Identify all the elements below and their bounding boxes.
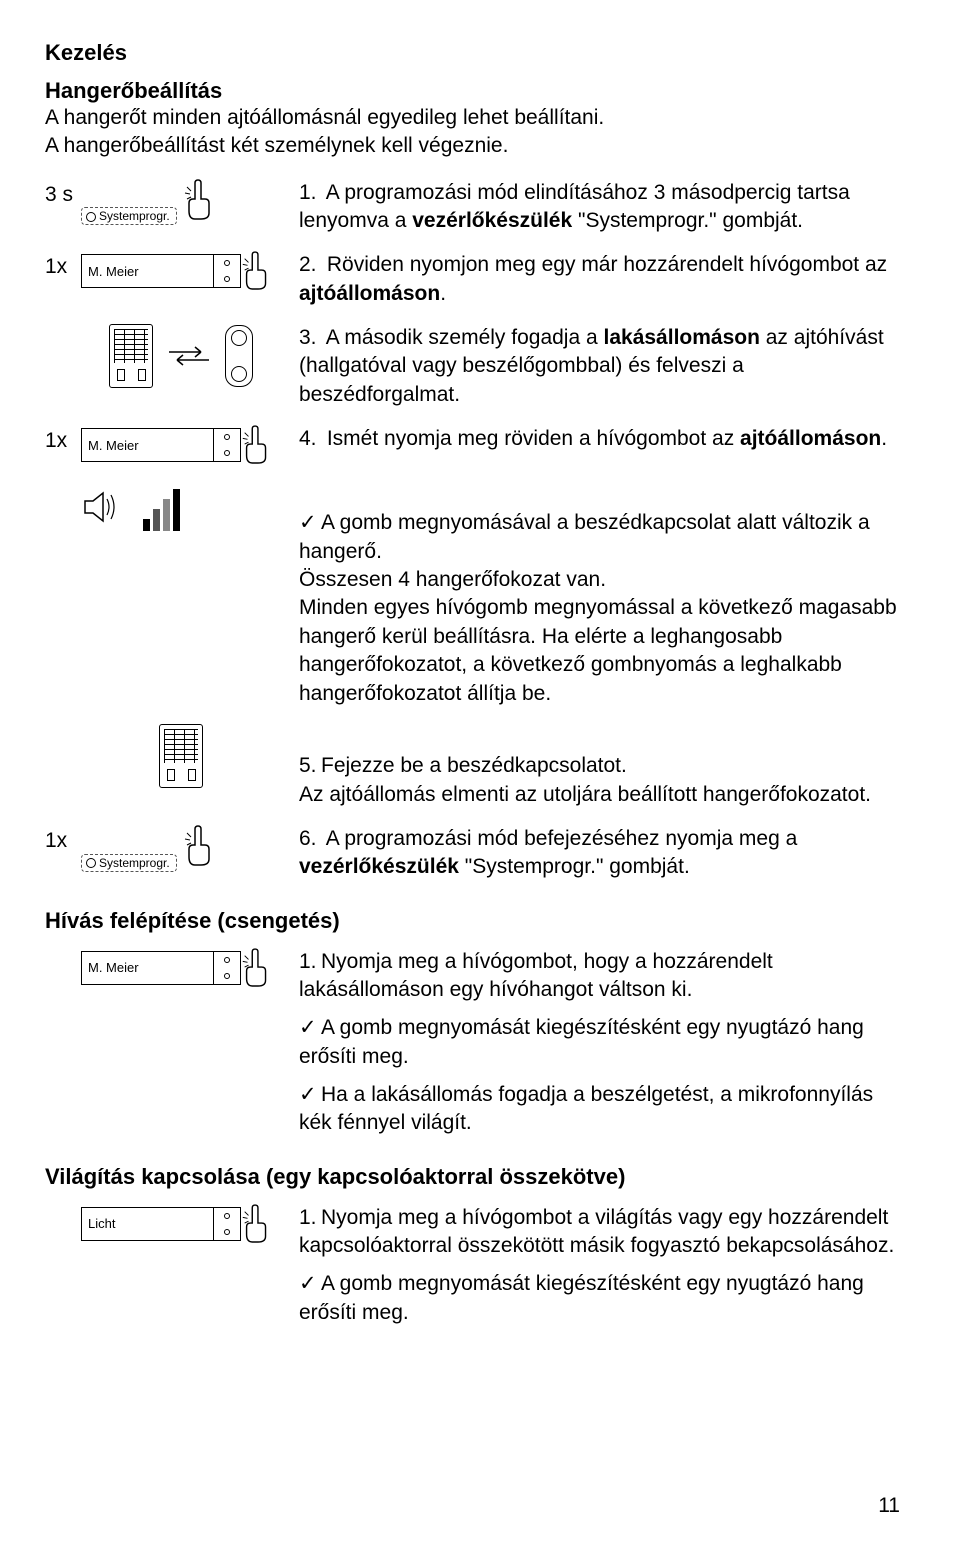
handset-icon xyxy=(225,325,253,387)
page-number: 11 xyxy=(878,1494,900,1518)
step-number: 1. xyxy=(299,1204,321,1232)
hand-icon xyxy=(239,948,275,988)
step-number: 6. xyxy=(299,825,321,853)
light-heading: Világítás kapcsolása (egy kapcsolóaktorr… xyxy=(45,1164,900,1190)
step-number: 3. xyxy=(299,324,321,352)
step-number: 5. xyxy=(299,752,321,780)
step5-icon xyxy=(81,724,299,793)
step-number: 1. xyxy=(299,179,321,207)
check-icon: ✓ xyxy=(299,1081,321,1109)
volume-levels-icon xyxy=(81,481,299,532)
volume-intro: A hangerőt minden ajtóállomásnál egyedil… xyxy=(45,104,900,161)
count-label: 1x xyxy=(45,425,81,453)
step4-text: 4. Ismét nyomja meg röviden a hívógombot… xyxy=(299,425,900,453)
step4-icon: M. Meier xyxy=(81,425,299,465)
intro-line2: A hangerőbeállítást két személynek kell … xyxy=(45,134,508,157)
call-icon: M. Meier xyxy=(81,948,299,988)
step6-icon: Systemprogr. xyxy=(81,825,299,872)
step1-icon: Systemprogr. xyxy=(81,179,299,226)
page-title: Kezelés xyxy=(45,40,900,66)
nameplate: M. Meier xyxy=(82,438,213,453)
door-station-icon xyxy=(159,724,203,788)
step-number: 1. xyxy=(299,948,321,976)
intro-line1: A hangerőt minden ajtóállomásnál egyedil… xyxy=(45,106,604,129)
hand-icon xyxy=(181,825,219,867)
hand-icon xyxy=(239,251,275,291)
door-station-icon xyxy=(109,324,153,388)
step2-icon: M. Meier xyxy=(81,251,299,291)
check-icon: ✓ xyxy=(299,1270,321,1298)
nameplate: M. Meier xyxy=(82,264,213,279)
nameplate-licht: Licht xyxy=(82,1216,213,1231)
sysprog-label: Systemprogr. xyxy=(99,209,170,223)
hand-icon xyxy=(181,179,219,221)
sysprog-label: Systemprogr. xyxy=(99,856,170,870)
duration-label: 3 s xyxy=(45,179,81,207)
speaker-icon xyxy=(81,487,121,532)
step1-text: 1. A programozási mód elindításához 3 má… xyxy=(299,179,900,236)
volume-heading: Hangerőbeállítás xyxy=(45,78,900,104)
nameplate: M. Meier xyxy=(82,960,213,975)
step3-icon xyxy=(81,324,299,388)
step5-text: 5.Fejezze be a beszédkapcsolatot. Az ajt… xyxy=(299,724,900,809)
count-label: 1x xyxy=(45,251,81,279)
light-icon: Licht xyxy=(81,1204,299,1244)
volume-bars-icon xyxy=(143,489,180,531)
step2-text: 2. Röviden nyomjon meg egy már hozzárend… xyxy=(299,251,900,308)
hand-icon xyxy=(239,425,275,465)
step-number: 2. xyxy=(299,251,321,279)
call-text-block: 1.Nyomja meg a hívógombot, hogy a hozzár… xyxy=(299,948,900,1138)
step-number: 4. xyxy=(299,425,321,453)
light-text-block: 1.Nyomja meg a hívógombot a világítás va… xyxy=(299,1204,900,1327)
count-label: 1x xyxy=(45,825,81,853)
call-heading: Hívás felépítése (csengetés) xyxy=(45,908,900,934)
hand-icon xyxy=(239,1204,275,1244)
step3-text: 3. A második személy fogadja a lakásállo… xyxy=(299,324,900,409)
check-icon: ✓ xyxy=(299,509,321,537)
arrows-icon xyxy=(167,344,211,368)
step6-text: 6. A programozási mód befejezéséhez nyom… xyxy=(299,825,900,882)
check1-text: ✓A gomb megnyomásával a beszédkapcsolat … xyxy=(299,481,900,708)
check-icon: ✓ xyxy=(299,1014,321,1042)
